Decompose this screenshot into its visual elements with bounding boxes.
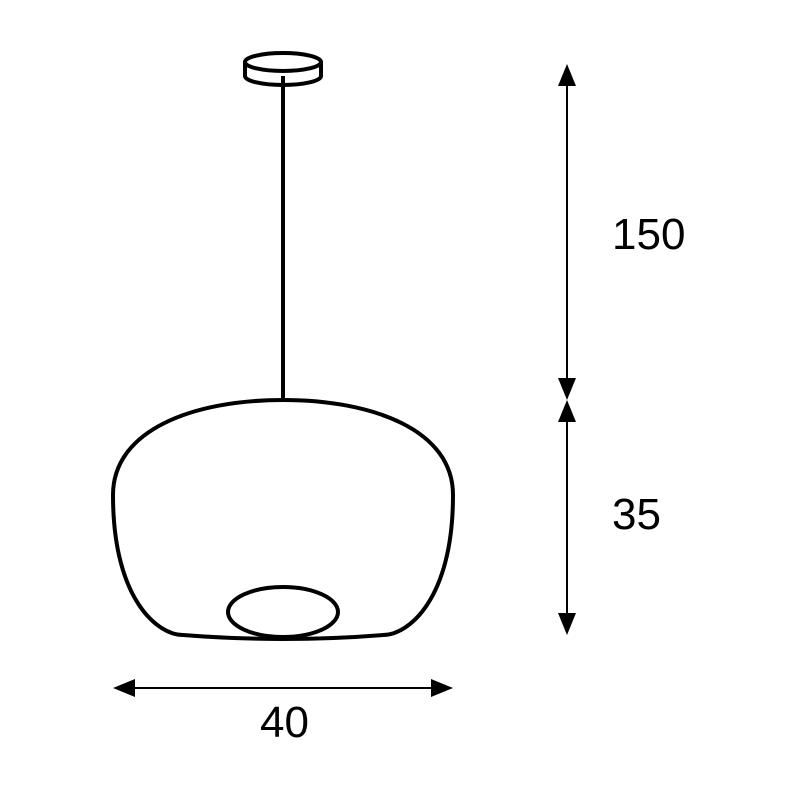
lamp-shade — [113, 400, 453, 639]
dim-shade-width-label: 40 — [260, 698, 309, 748]
dimension-diagram — [0, 0, 800, 800]
dim-shade-height-label: 35 — [612, 490, 661, 540]
dim-total-height-label: 150 — [612, 210, 685, 260]
lamp-opening — [228, 587, 338, 637]
